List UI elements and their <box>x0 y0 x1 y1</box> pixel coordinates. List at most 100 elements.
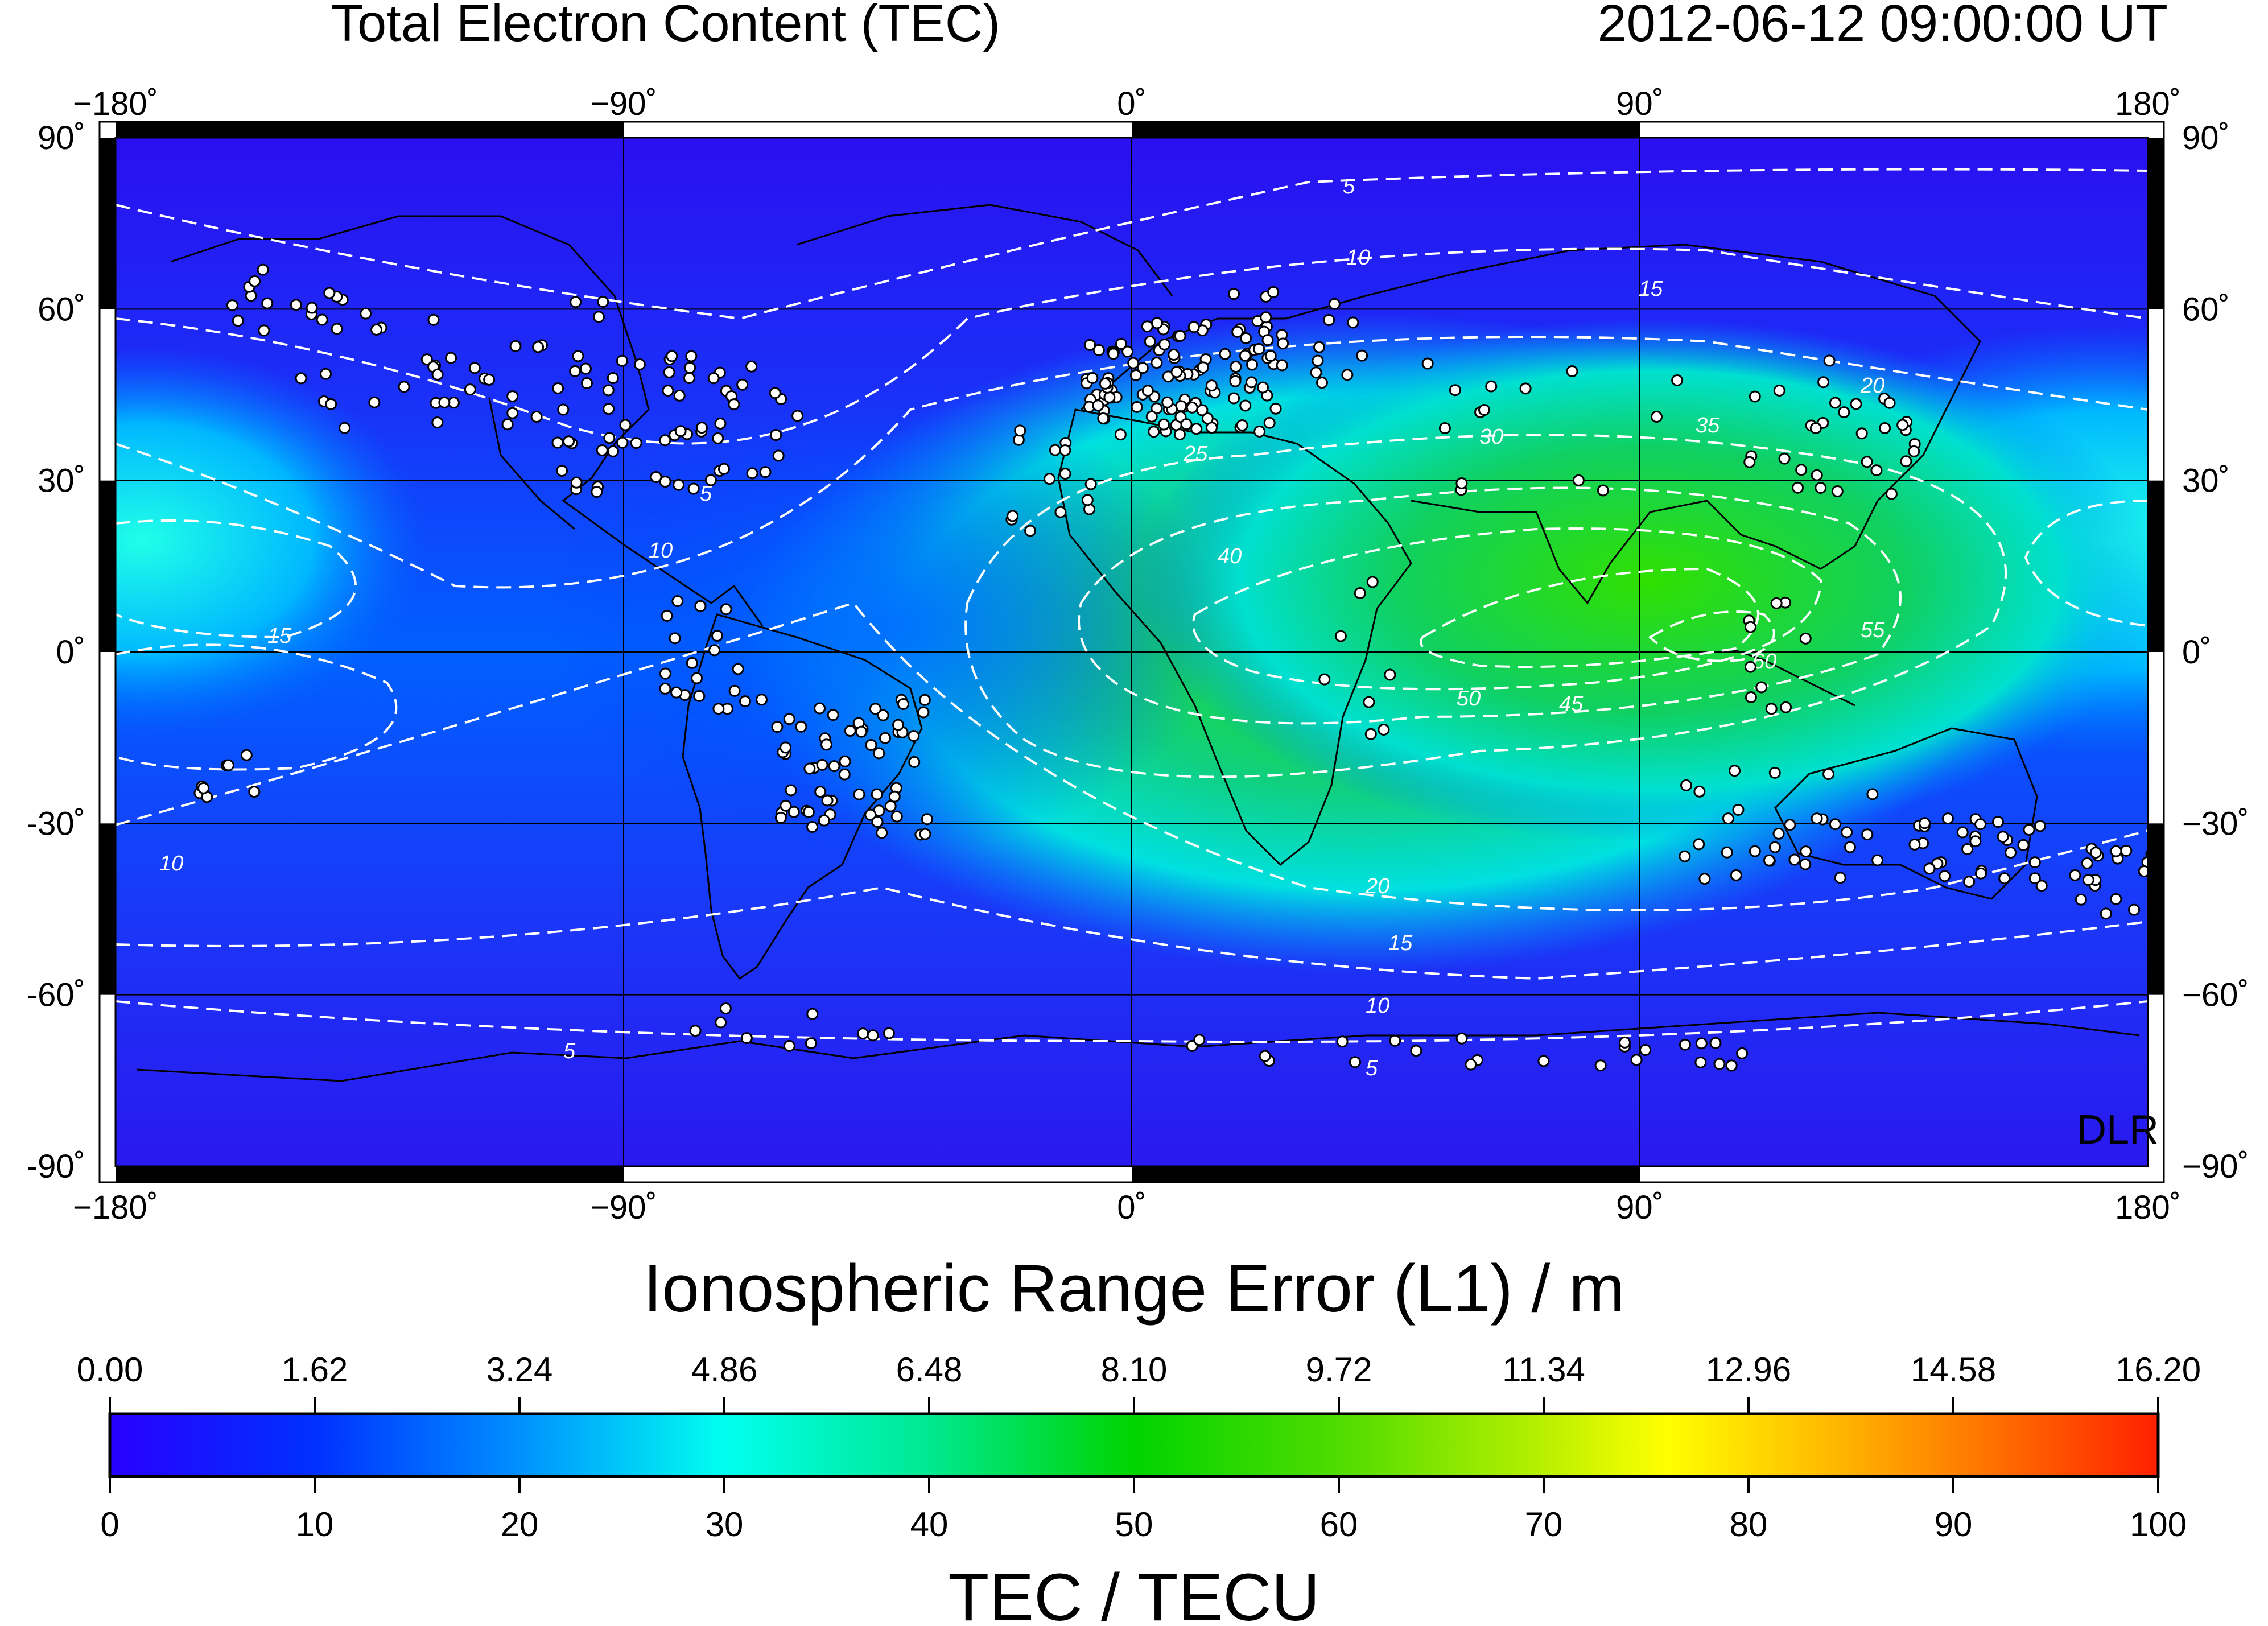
station-marker <box>1173 428 1186 441</box>
station-marker <box>857 1027 869 1040</box>
station-marker <box>1219 348 1231 360</box>
station-marker <box>1240 332 1252 344</box>
station-marker <box>1197 361 1209 374</box>
frame-bar <box>2148 823 2164 995</box>
station-marker <box>1157 418 1170 431</box>
station-marker <box>884 800 897 812</box>
station-marker <box>1956 826 1969 839</box>
longitude-tick-label: 0˚ <box>1117 1189 1147 1226</box>
station-marker <box>464 383 476 396</box>
station-marker <box>1363 696 1375 708</box>
station-marker <box>2028 856 2041 869</box>
station-marker <box>1239 349 1251 362</box>
latitude-tick-label: 90˚ <box>38 119 85 156</box>
station-marker <box>2028 872 2041 885</box>
station-marker <box>1014 424 1026 437</box>
latitude-tick-label: −60˚ <box>2182 977 2249 1014</box>
station-marker <box>669 632 681 645</box>
latitude-tick-label: −90˚ <box>2182 1148 2249 1185</box>
station-marker <box>771 721 784 733</box>
station-marker <box>1260 311 1272 324</box>
station-marker <box>659 476 671 488</box>
station-marker <box>261 297 274 309</box>
station-marker <box>1129 369 1142 381</box>
station-marker <box>1328 298 1341 310</box>
station-marker <box>1838 406 1850 419</box>
station-marker <box>506 390 519 403</box>
contour-label: 15 <box>267 624 292 648</box>
station-marker <box>1228 392 1240 405</box>
station-marker <box>445 352 457 364</box>
latitude-tick-label: -60˚ <box>27 977 85 1014</box>
colorbar-top-tick-label: 8.10 <box>1101 1351 1168 1389</box>
station-marker <box>1879 422 1891 435</box>
colorbar-top-tick-label: 6.48 <box>896 1351 963 1389</box>
station-marker <box>306 302 318 314</box>
station-marker <box>1768 841 1781 853</box>
station-marker <box>1341 369 1354 381</box>
station-marker <box>1024 525 1037 537</box>
station-marker <box>867 1029 879 1042</box>
station-marker <box>398 381 410 393</box>
longitude-tick-label: −90˚ <box>590 85 657 122</box>
station-marker <box>1151 357 1163 369</box>
station-marker <box>865 739 877 752</box>
station-marker <box>890 810 903 823</box>
station-marker <box>368 396 381 408</box>
station-marker <box>1115 337 1127 350</box>
station-marker <box>1900 455 1912 468</box>
contour-label: 50 <box>1457 687 1481 711</box>
station-marker <box>714 418 727 430</box>
contour-label: 5 <box>1343 175 1355 199</box>
longitude-axis-top: −180˚ −90˚ 0˚ 90˚ 180˚ <box>73 85 2181 122</box>
station-marker <box>2081 857 2093 869</box>
station-marker <box>693 690 706 702</box>
station-marker <box>1519 382 1532 395</box>
station-marker <box>1245 376 1257 389</box>
station-marker <box>1136 362 1149 374</box>
station-marker <box>839 755 851 767</box>
frame-bar <box>100 138 116 309</box>
station-marker <box>783 713 795 725</box>
station-marker <box>1815 481 1827 494</box>
contour-label: 5 <box>563 1039 576 1063</box>
station-marker <box>1229 375 1242 387</box>
station-marker <box>1908 838 1921 851</box>
station-marker <box>1349 1056 1361 1068</box>
station-marker <box>552 382 564 394</box>
station-marker <box>670 686 683 699</box>
station-marker <box>708 644 721 657</box>
station-marker <box>616 436 629 449</box>
station-marker <box>1318 673 1331 686</box>
station-marker <box>1799 632 1812 645</box>
station-marker <box>1680 779 1692 791</box>
contour-label: 20 <box>1860 374 1884 398</box>
station-marker <box>1158 338 1171 350</box>
station-marker <box>556 465 568 477</box>
station-marker <box>659 682 671 695</box>
station-marker <box>1151 317 1164 329</box>
station-marker <box>1698 873 1711 885</box>
station-marker <box>1778 452 1791 465</box>
station-marker <box>1336 1035 1349 1048</box>
station-marker <box>685 350 698 362</box>
station-marker <box>712 703 725 715</box>
contour-label: 20 <box>1365 874 1389 898</box>
station-marker <box>592 311 605 323</box>
longitude-tick-label: 0˚ <box>1117 85 1147 122</box>
station-marker <box>1850 398 1862 410</box>
station-marker <box>1103 391 1116 403</box>
station-marker <box>684 361 696 374</box>
station-marker <box>772 449 785 462</box>
station-marker <box>828 760 840 773</box>
station-marker <box>1908 445 1920 457</box>
station-marker <box>603 403 615 415</box>
outer-frame <box>98 121 2165 1183</box>
station-marker <box>827 709 839 721</box>
station-marker <box>785 784 797 797</box>
station-marker <box>1537 1055 1550 1067</box>
station-marker <box>1107 348 1120 360</box>
station-marker <box>427 313 440 326</box>
station-marker <box>883 1027 895 1039</box>
station-marker <box>1186 401 1198 414</box>
